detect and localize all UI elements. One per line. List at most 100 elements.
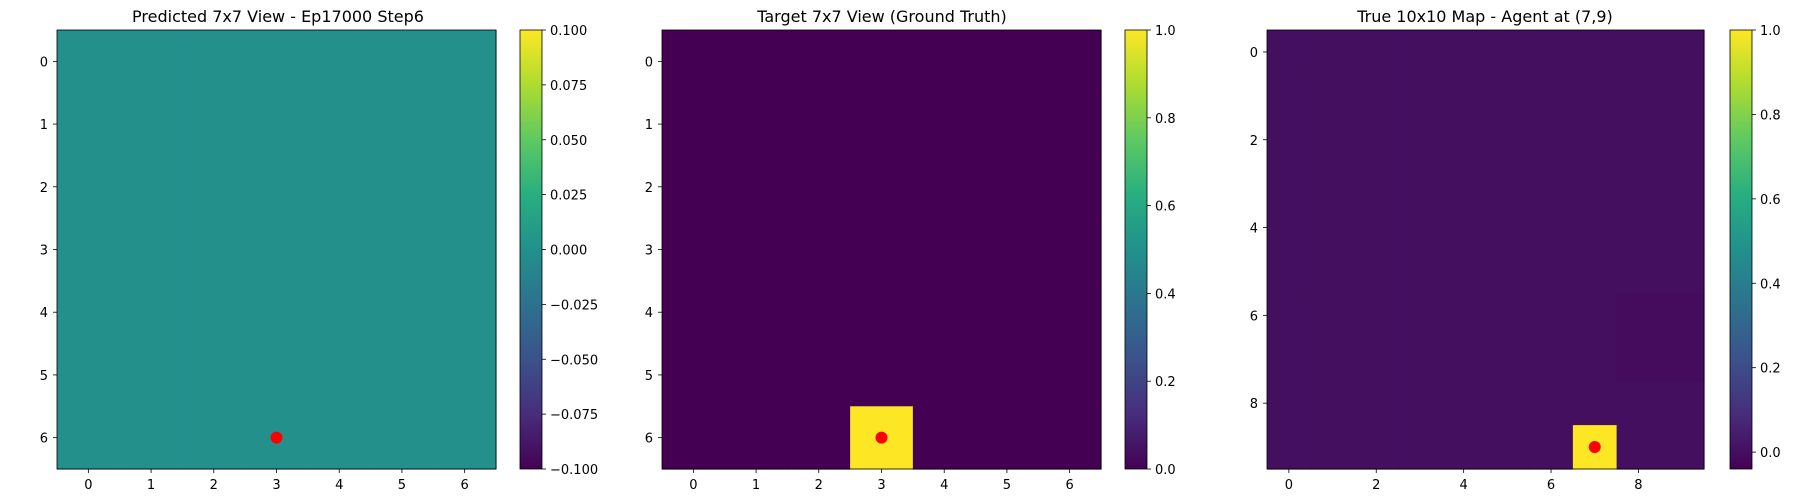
heatmap-cell — [850, 155, 914, 219]
heatmap-cell — [1529, 249, 1574, 294]
heatmap-cell — [370, 218, 434, 282]
heatmap-cell — [57, 155, 121, 219]
heatmap-cell — [307, 30, 372, 94]
x-tick-label: 2 — [210, 478, 218, 493]
panel-target-view: Target 7x7 View (Ground Truth) 0 1 2 3 4 5 6 0… — [645, 7, 1176, 493]
colorbar: 1.0 0.8 0.6 0.4 0.2 0.0 — [1729, 24, 1781, 470]
panel-title: Predicted 7x7 View - Ep17000 Step6 — [132, 7, 424, 26]
heatmap-cell — [1616, 249, 1661, 294]
heatmap-cell — [433, 280, 497, 345]
colorbar: 0.100 0.075 0.050 0.025 0.000 −0.025 −0.050 −0.… — [519, 24, 598, 478]
heatmap-cell — [1616, 293, 1661, 338]
heatmap-cell — [1616, 161, 1661, 207]
colorbar-tick-label: 0.6 — [1155, 200, 1176, 215]
heatmap-cell — [1572, 293, 1618, 338]
heatmap-cell — [245, 92, 309, 157]
agent-marker — [270, 431, 283, 444]
panel-title: Target 7x7 View (Ground Truth) — [756, 7, 1007, 26]
heatmap-cell — [1616, 337, 1661, 382]
colorbar-gradient — [1124, 29, 1148, 470]
heatmap-cell — [1267, 381, 1312, 426]
heatmap-cell — [662, 218, 726, 282]
x-tick-label: 6 — [1547, 478, 1555, 493]
heatmap-cell — [1441, 337, 1487, 382]
colorbar-tick-label: 0.0 — [1155, 463, 1176, 478]
heatmap-cell — [1354, 337, 1399, 382]
heatmap-cell — [787, 280, 851, 345]
heatmap-cell — [1038, 30, 1102, 94]
heatmap-cell — [850, 218, 914, 282]
heatmap-cell — [182, 280, 246, 345]
heatmap-cell — [370, 406, 434, 470]
heatmap-cell — [1267, 249, 1312, 294]
heatmap-cell — [1398, 425, 1443, 470]
heatmap-cell — [433, 92, 497, 157]
heatmap-cell — [1529, 293, 1574, 338]
heatmap-cell — [1354, 161, 1399, 207]
x-tick-label: 0 — [1285, 478, 1293, 493]
heatmap-cell — [850, 343, 914, 407]
heatmap-cell — [119, 280, 184, 345]
heatmap-cell — [307, 155, 372, 219]
heatmap-cell — [1529, 205, 1574, 251]
heatmap-cell — [245, 155, 309, 219]
heatmap-cell — [1529, 117, 1574, 163]
colorbar-tick-label: 1.0 — [1760, 24, 1781, 39]
heatmap-grid — [1266, 29, 1705, 470]
heatmap-cell — [1398, 205, 1443, 251]
y-tick-label: 4 — [40, 306, 48, 321]
colorbar-tick-label: 0.000 — [550, 244, 587, 259]
heatmap-cell — [57, 30, 121, 94]
heatmap-cell — [245, 218, 309, 282]
heatmap-cell — [57, 406, 121, 470]
heatmap-cell — [1267, 425, 1312, 470]
x-axis: 0 2 4 6 8 — [1285, 469, 1643, 493]
colorbar-tick-label: 0.2 — [1760, 362, 1781, 377]
x-tick-label: 8 — [1634, 478, 1642, 493]
heatmap-cell — [182, 406, 246, 470]
agent-marker — [1588, 441, 1601, 454]
heatmap-cell — [1529, 337, 1574, 382]
heatmap-cell — [1038, 280, 1102, 345]
heatmap-cell — [724, 92, 789, 157]
heatmap-cell — [1616, 205, 1661, 251]
panel-title: True 10x10 Map - Agent at (7,9) — [1356, 7, 1613, 26]
colorbar-tick-label: 0.0 — [1760, 446, 1781, 461]
heatmap-cell — [1310, 425, 1355, 470]
colorbar-tick-label: 0.8 — [1155, 112, 1176, 127]
y-tick-label: 6 — [645, 432, 653, 447]
y-tick-label: 1 — [645, 118, 653, 133]
heatmap-cell — [1038, 406, 1102, 470]
heatmap-cell — [1616, 73, 1661, 119]
heatmap-cell — [1441, 249, 1487, 294]
heatmap-cell — [975, 406, 1039, 470]
heatmap-cell — [1398, 337, 1443, 382]
heatmap-cell — [1441, 293, 1487, 338]
x-tick-label: 4 — [940, 478, 948, 493]
heatmap-cell — [1485, 381, 1530, 426]
heatmap-cell — [724, 280, 789, 345]
heatmap-cell — [1038, 155, 1102, 219]
heatmap-cell — [1485, 425, 1530, 470]
heatmap-cell — [1354, 293, 1399, 338]
heatmap-cell — [1310, 381, 1355, 426]
heatmap-cell — [1267, 161, 1312, 207]
heatmap-cell — [370, 92, 434, 157]
heatmap-cell — [1529, 30, 1574, 75]
colorbar: 1.0 0.8 0.6 0.4 0.2 0.0 — [1124, 24, 1176, 478]
heatmap-cell — [1485, 337, 1530, 382]
x-tick-label: 5 — [398, 478, 406, 493]
heatmap-cell — [724, 218, 789, 282]
heatmap-cell — [1398, 73, 1443, 119]
heatmap-cell — [850, 30, 914, 94]
heatmap-grid — [56, 29, 497, 470]
heatmap-cell — [787, 30, 851, 94]
heatmap-cell — [57, 92, 121, 157]
heatmap-cell — [724, 155, 789, 219]
heatmap-cell — [1038, 92, 1102, 157]
heatmap-cell — [1398, 30, 1443, 75]
heatmap-cell — [912, 92, 977, 157]
y-tick-label: 3 — [645, 244, 653, 259]
heatmap-cell — [1660, 161, 1705, 207]
heatmap-cell — [1572, 161, 1618, 207]
